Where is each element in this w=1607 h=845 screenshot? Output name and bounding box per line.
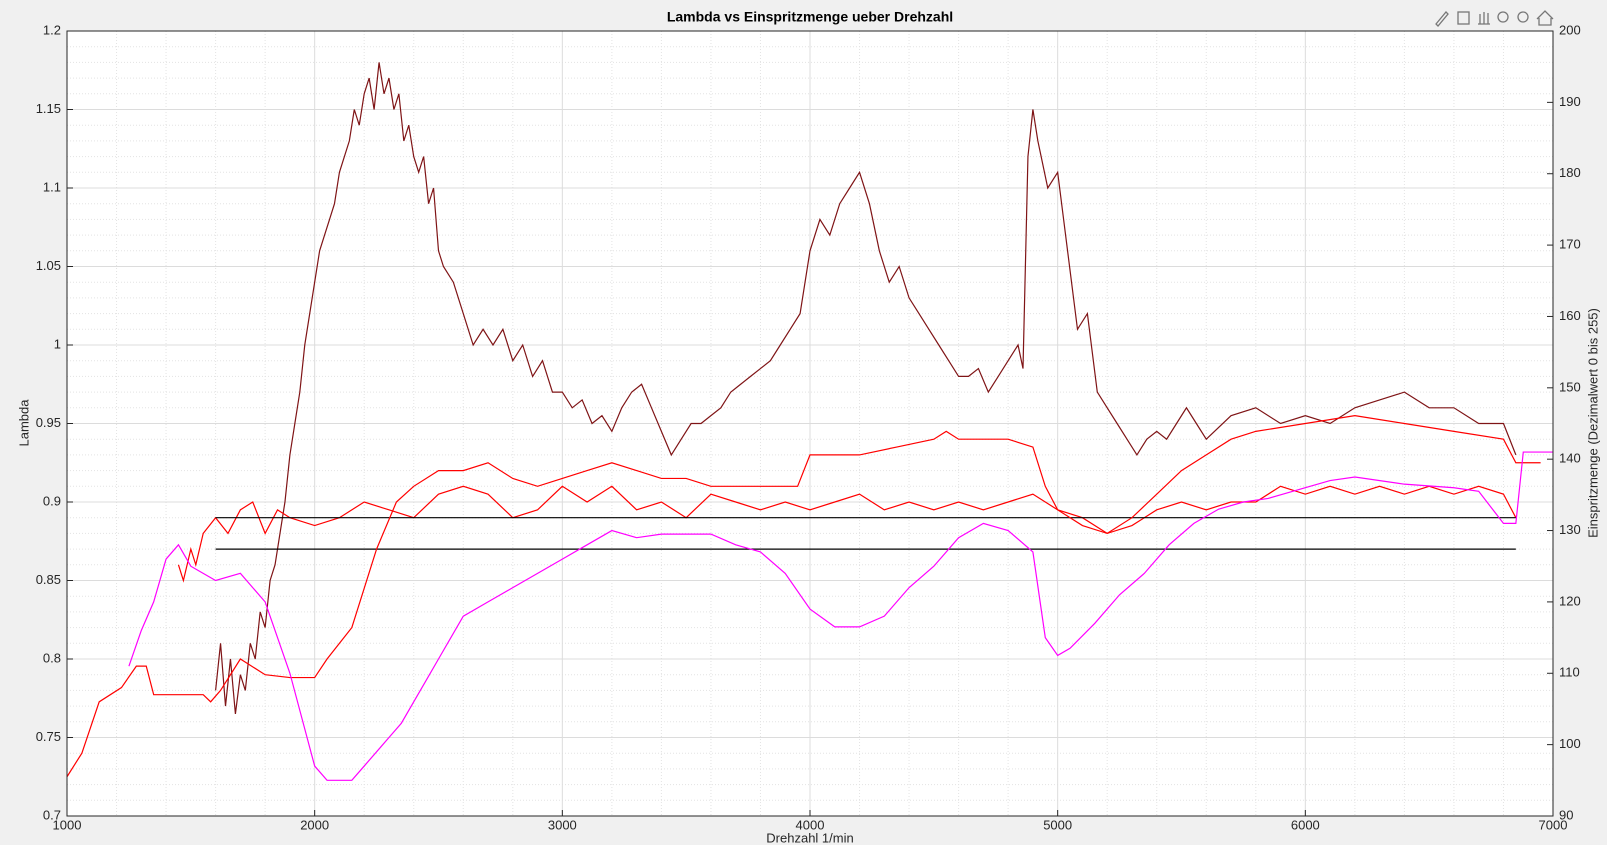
- x-tick-label: 2000: [300, 817, 329, 832]
- y2-tick-label: 110: [1559, 665, 1580, 680]
- x-tick-label: 6000: [1291, 817, 1320, 832]
- y2-tick-label: 170: [1559, 237, 1581, 252]
- y2-tick-label: 130: [1559, 522, 1581, 537]
- y-tick-label: 0.95: [36, 415, 61, 430]
- brush-icon[interactable]: [1435, 11, 1449, 27]
- chart-title: Lambda vs Einspritzmenge ueber Drehzahl: [667, 9, 953, 25]
- x-tick-label: 4000: [796, 817, 825, 832]
- zoom-out-icon[interactable]: [1517, 11, 1529, 23]
- axes: 1000 2000 3000 4000 5000 6000 7000 0.7 0.75 0.8 0.…: [36, 22, 1581, 832]
- y-tick-label: 0.75: [36, 729, 61, 744]
- y2-tick-label: 190: [1559, 94, 1581, 109]
- y2-tick-label: 160: [1559, 308, 1581, 323]
- lines: [66, 62, 1553, 781]
- home-icon[interactable]: [1536, 10, 1554, 26]
- x-tick-label: 5000: [1043, 817, 1072, 832]
- y2-axis-label: Einspritzmenge (Dezimalwert 0 bis 255): [1585, 308, 1600, 538]
- y-tick-label: 1.15: [36, 101, 61, 116]
- y-tick-label: 1.1: [43, 179, 61, 194]
- series-line: [66, 415, 1541, 778]
- series-line: [128, 451, 1553, 781]
- pan-icon[interactable]: [1478, 12, 1490, 25]
- toolbar: [1435, 10, 1554, 27]
- y2-tick-label: 100: [1559, 736, 1581, 751]
- y2-tick-label: 150: [1559, 379, 1581, 394]
- series-line: [177, 485, 1517, 583]
- y-tick-label: 1.2: [43, 22, 61, 37]
- y2-tick-label: 120: [1559, 593, 1581, 608]
- y-axis-label: Lambda: [16, 399, 31, 447]
- x-tick-label: 3000: [548, 817, 577, 832]
- x-tick-label: 1000: [53, 817, 82, 832]
- y-tick-label: 0.85: [36, 572, 61, 587]
- x-tick-label: 7000: [1539, 817, 1568, 832]
- series-line: [215, 62, 1517, 715]
- y-tick-label: 0.8: [43, 650, 61, 665]
- axes-box: [66, 30, 1554, 817]
- y-tick-label: 1: [54, 336, 61, 351]
- y2-tick-label: 90: [1559, 807, 1573, 822]
- y2-tick-label: 180: [1559, 165, 1581, 180]
- datatip-icon[interactable]: [1457, 11, 1470, 25]
- y-tick-label: 0.9: [43, 493, 61, 508]
- y2-tick-label: 200: [1559, 22, 1581, 37]
- y-tick-label: 1.05: [36, 258, 61, 273]
- x-axis-label: Drehzahl 1/min: [766, 830, 853, 845]
- y-tick-label: 0.7: [43, 807, 61, 822]
- zoom-in-icon[interactable]: [1497, 11, 1509, 23]
- y2-tick-label: 140: [1559, 451, 1581, 466]
